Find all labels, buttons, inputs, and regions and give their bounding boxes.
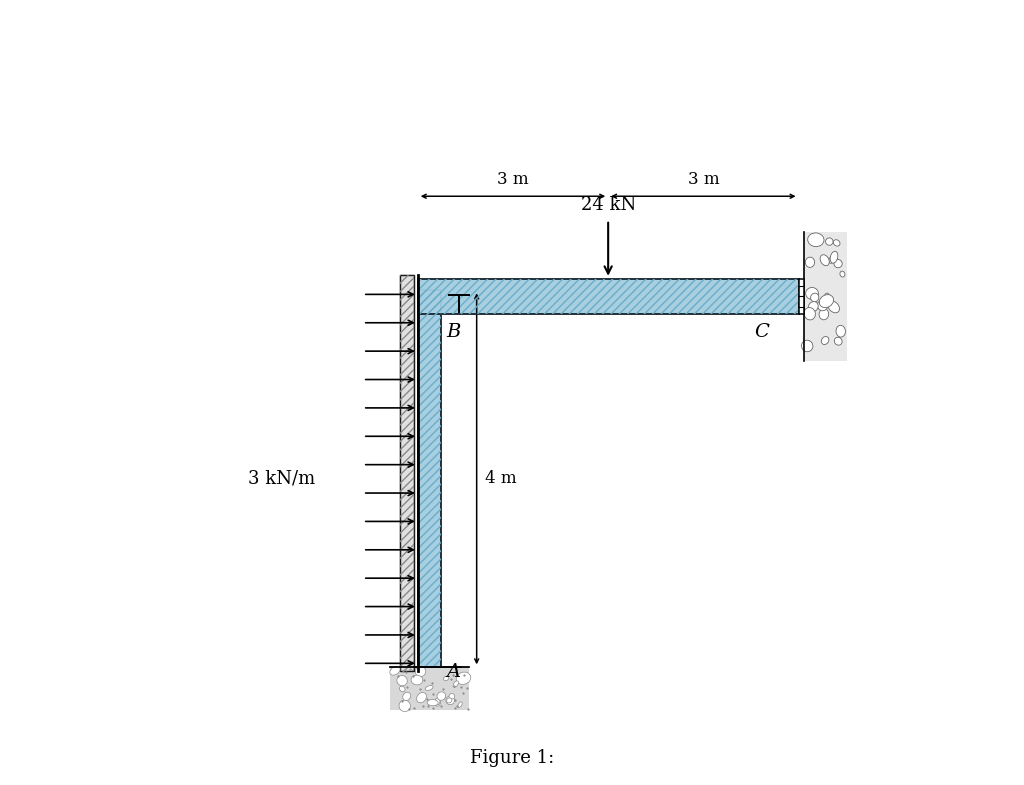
Text: Figure 1:: Figure 1:: [470, 749, 554, 766]
Text: C: C: [754, 323, 769, 341]
Ellipse shape: [805, 257, 815, 268]
Ellipse shape: [445, 696, 455, 705]
Text: 3 m: 3 m: [498, 171, 528, 188]
Text: A: A: [446, 663, 460, 681]
Bar: [418, 290, 441, 667]
Ellipse shape: [836, 325, 846, 337]
Ellipse shape: [808, 301, 818, 312]
Ellipse shape: [811, 293, 819, 301]
Ellipse shape: [824, 293, 829, 299]
Ellipse shape: [820, 255, 829, 266]
Ellipse shape: [817, 300, 828, 311]
Ellipse shape: [806, 287, 818, 300]
Text: 3 m: 3 m: [687, 171, 719, 188]
Ellipse shape: [821, 337, 828, 345]
Ellipse shape: [457, 672, 471, 685]
Bar: [399, 275, 414, 671]
Ellipse shape: [802, 340, 813, 352]
Ellipse shape: [830, 251, 838, 263]
Ellipse shape: [446, 698, 452, 703]
Ellipse shape: [402, 692, 411, 700]
Ellipse shape: [834, 260, 842, 268]
Ellipse shape: [435, 698, 440, 705]
Ellipse shape: [390, 666, 400, 675]
Ellipse shape: [399, 686, 406, 692]
Ellipse shape: [804, 308, 815, 320]
Text: 24 kN: 24 kN: [581, 195, 636, 214]
Ellipse shape: [458, 702, 462, 707]
Bar: [399, 275, 414, 671]
Ellipse shape: [416, 666, 426, 677]
Ellipse shape: [435, 699, 440, 707]
Ellipse shape: [397, 675, 408, 686]
Ellipse shape: [828, 255, 836, 263]
Bar: [418, 279, 799, 314]
Text: 4 m: 4 m: [484, 470, 516, 487]
Ellipse shape: [417, 692, 426, 703]
Ellipse shape: [449, 694, 455, 699]
Text: B: B: [446, 323, 461, 341]
Bar: [418, 290, 441, 667]
Ellipse shape: [834, 239, 840, 246]
Ellipse shape: [819, 309, 828, 319]
Ellipse shape: [425, 685, 433, 690]
Ellipse shape: [840, 271, 845, 277]
Ellipse shape: [437, 692, 445, 700]
Ellipse shape: [411, 675, 423, 685]
Ellipse shape: [443, 676, 449, 681]
Ellipse shape: [835, 338, 842, 345]
Bar: [804, 232, 847, 361]
Ellipse shape: [399, 700, 411, 711]
Text: 3 kN/m: 3 kN/m: [249, 470, 315, 487]
Bar: [390, 667, 469, 710]
Bar: [418, 279, 799, 314]
Bar: [799, 279, 804, 314]
Ellipse shape: [427, 699, 438, 706]
Ellipse shape: [828, 301, 840, 312]
Ellipse shape: [825, 238, 834, 245]
Ellipse shape: [808, 233, 824, 246]
Ellipse shape: [819, 294, 834, 308]
Ellipse shape: [454, 681, 459, 688]
